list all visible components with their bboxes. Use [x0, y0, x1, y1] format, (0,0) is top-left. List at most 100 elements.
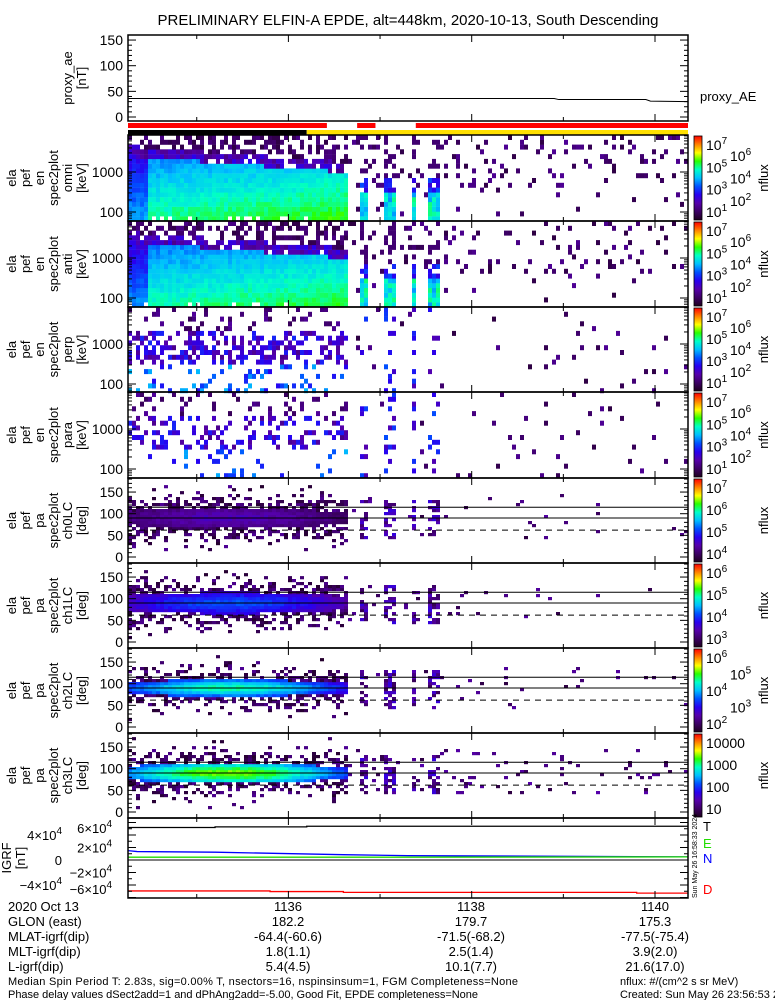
heatmap-cell — [228, 154, 232, 160]
heatmap-cell — [140, 278, 144, 284]
heatmap-cell — [176, 283, 180, 289]
heatmap-cell — [308, 254, 312, 260]
heatmap-cell — [276, 679, 280, 683]
heatmap-cell — [316, 396, 320, 402]
heatmap-cell — [128, 292, 132, 298]
heatmap-cell — [436, 509, 440, 513]
heatmap-cell — [268, 211, 272, 217]
heatmap-cell — [332, 187, 336, 193]
heatmap-cell — [288, 527, 292, 531]
heatmap-cell — [200, 149, 204, 155]
heatmap-cell — [148, 287, 152, 293]
heatmap-cell — [332, 154, 336, 160]
heatmap-cell — [164, 512, 168, 516]
heatmap-cell — [336, 178, 340, 183]
heatmap-cell — [204, 273, 208, 279]
heatmap-cell — [160, 618, 164, 622]
heatmap-cell — [232, 533, 236, 537]
heatmap-cell — [192, 606, 196, 610]
heatmap-cell — [168, 603, 172, 607]
heatmap-cell — [388, 373, 392, 379]
heatmap-cell — [168, 192, 172, 198]
heatmap-cell — [256, 458, 260, 464]
heatmap-cell — [264, 178, 268, 183]
heatmap-cell — [164, 700, 168, 704]
heatmap-cell — [280, 178, 284, 183]
heatmap-cell — [316, 149, 320, 155]
heatmap-cell — [384, 388, 388, 394]
heatmap-cell — [200, 497, 204, 501]
heatmap-cell — [220, 197, 224, 203]
heatmap-cell — [628, 139, 632, 145]
heatmap-cell — [328, 273, 332, 279]
heatmap-cell — [272, 178, 276, 183]
heatmap-cell — [216, 197, 220, 203]
heatmap-cell — [436, 603, 440, 607]
heatmap-cell — [144, 518, 148, 522]
heatmap-cell — [436, 503, 440, 507]
heatmap-cell — [260, 685, 264, 689]
heatmap-cell — [500, 392, 504, 397]
heatmap-cell — [384, 139, 388, 145]
heatmap-cell — [432, 392, 436, 397]
y-tick-label: 1000 — [92, 164, 123, 180]
heatmap-cell — [360, 606, 364, 610]
heatmap-cell — [240, 509, 244, 513]
heatmap-cell — [280, 518, 284, 522]
heatmap-cell — [144, 585, 148, 589]
heatmap-cell — [456, 606, 460, 610]
heatmap-cell — [296, 178, 300, 183]
heatmap-cell — [132, 182, 136, 188]
heatmap-cell — [136, 206, 140, 212]
heatmap-cell — [140, 240, 144, 246]
heatmap-cell — [136, 524, 140, 528]
heatmap-cell — [164, 682, 168, 686]
heatmap-cell — [432, 515, 436, 519]
heatmap-cell — [316, 273, 320, 279]
heatmap-cell — [164, 536, 168, 540]
heatmap-cell — [388, 273, 392, 279]
heatmap-cell — [248, 383, 252, 389]
heatmap-cell — [168, 694, 172, 698]
heatmap-cell — [336, 420, 340, 426]
heatmap-cell — [304, 292, 308, 298]
heatmap-cell — [336, 192, 340, 198]
heatmap-cell — [580, 264, 584, 269]
heatmap-cell — [596, 259, 600, 265]
label: 103 — [706, 630, 728, 647]
heatmap-cell — [188, 685, 192, 689]
heatmap-cell — [128, 359, 132, 365]
heatmap-cell — [312, 388, 316, 394]
heatmap-cell — [344, 230, 348, 236]
heatmap-cell — [276, 688, 280, 692]
heatmap-cell — [260, 415, 264, 421]
heatmap-cell — [316, 264, 320, 269]
heatmap-cell — [148, 187, 152, 193]
axis-label-line: [keV] — [74, 420, 89, 450]
heatmap-cell — [336, 527, 340, 531]
heatmap-cell — [320, 494, 324, 498]
heatmap-cell — [272, 225, 276, 231]
heatmap-cell — [148, 688, 152, 692]
heatmap-cell — [492, 316, 496, 322]
heatmap-cell — [256, 264, 260, 269]
heatmap-cell — [256, 661, 260, 665]
heatmap-cell — [156, 292, 160, 298]
heatmap-cell — [172, 345, 176, 351]
heatmap-cell — [248, 709, 252, 713]
heatmap-cell — [244, 682, 248, 686]
heatmap-cell — [284, 606, 288, 610]
heatmap-cell — [172, 211, 176, 217]
heatmap-cell — [220, 430, 224, 436]
heatmap-cell — [156, 302, 160, 308]
heatmap-cell — [268, 139, 272, 145]
heatmap-cell — [224, 168, 228, 174]
heatmap-cell — [232, 488, 236, 492]
heatmap-cell — [140, 697, 144, 701]
heatmap-cell — [544, 297, 548, 303]
heatmap-cell — [360, 536, 364, 540]
heatmap-cell — [164, 548, 168, 552]
heatmap-cell — [168, 302, 172, 308]
heatmap-cell — [256, 615, 260, 619]
heatmap-cell — [140, 512, 144, 516]
